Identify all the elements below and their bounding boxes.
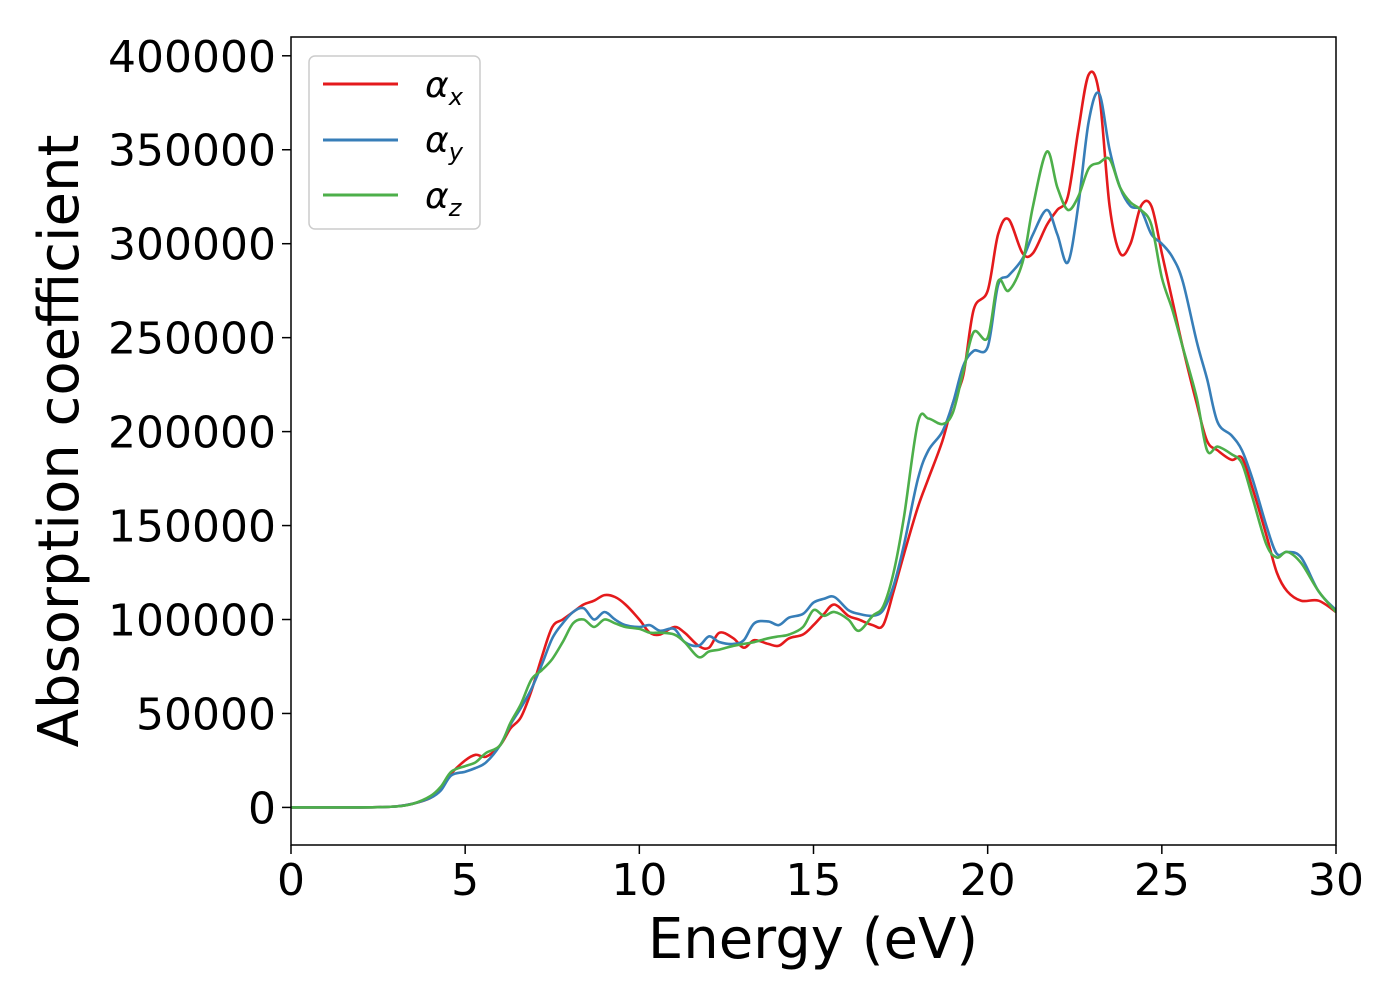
y-axis-title: Absorption coefficient bbox=[27, 135, 92, 748]
x-axis-ticks: 0 5 10 15 20 25 30 bbox=[277, 845, 1364, 906]
legend-subscript-y: y bbox=[448, 138, 464, 166]
legend-symbol-y: α bbox=[425, 120, 449, 161]
legend-label-x: αx bbox=[425, 65, 464, 111]
y-tick-label: 350000 bbox=[108, 126, 276, 177]
legend-subscript-z: z bbox=[448, 194, 463, 222]
legend-box bbox=[308, 55, 481, 230]
legend-label-y: αy bbox=[425, 120, 464, 166]
x-tick-label: 30 bbox=[1308, 855, 1364, 906]
x-tick-label: 20 bbox=[960, 855, 1016, 906]
x-tick-label: 10 bbox=[611, 855, 667, 906]
legend-symbol-z: α bbox=[425, 176, 449, 217]
legend-symbol-x: α bbox=[425, 65, 449, 106]
x-axis-title: Energy (eV) bbox=[648, 907, 978, 972]
x-tick-label: 15 bbox=[786, 855, 842, 906]
y-tick-label: 250000 bbox=[108, 314, 276, 365]
series-lines bbox=[291, 70, 1336, 809]
legend: αx αy αz bbox=[308, 55, 481, 230]
x-tick-label: 25 bbox=[1134, 855, 1190, 906]
y-tick-label: 300000 bbox=[108, 220, 276, 271]
series-line-alpha-z bbox=[291, 150, 1336, 809]
x-tick-label: 5 bbox=[451, 855, 479, 906]
y-tick-label: 150000 bbox=[108, 502, 276, 553]
y-tick-label: 400000 bbox=[108, 32, 276, 83]
y-tick-label: 100000 bbox=[108, 596, 276, 647]
y-tick-label: 200000 bbox=[108, 408, 276, 459]
series-line-alpha-x bbox=[291, 70, 1336, 809]
y-tick-label: 0 bbox=[248, 783, 276, 834]
y-axis-ticks: 0 50000 100000 150000 200000 250000 300000 3500… bbox=[108, 32, 291, 834]
x-tick-label: 0 bbox=[277, 855, 305, 906]
series-line-alpha-y bbox=[291, 91, 1336, 809]
legend-subscript-x: x bbox=[448, 83, 464, 111]
legend-label-z: αz bbox=[425, 176, 463, 222]
y-tick-label: 50000 bbox=[136, 689, 276, 740]
